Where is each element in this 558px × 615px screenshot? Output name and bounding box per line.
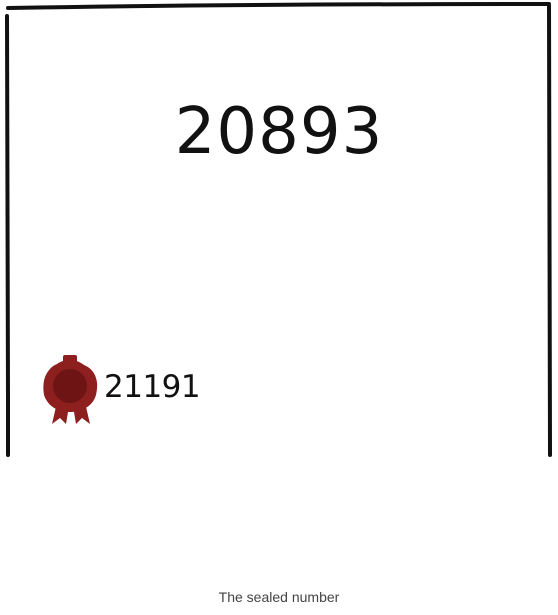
main-number: 20893 [174, 95, 384, 169]
sealed-number-value: 21191 [104, 369, 201, 405]
sealed-number-group: 21191 [40, 350, 201, 430]
wax-seal-icon [40, 352, 100, 428]
hand-drawn-frame [5, 2, 553, 457]
caption: The sealed number [218, 589, 340, 605]
